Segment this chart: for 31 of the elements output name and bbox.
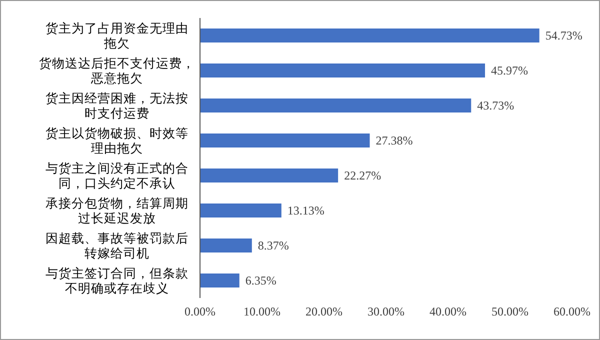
- data-label: 54.73%: [545, 28, 582, 43]
- data-label: 45.97%: [491, 64, 528, 78]
- bar: [200, 168, 338, 182]
- y-tick-label: 货主以货物破损、时效等理由拖欠: [46, 125, 188, 156]
- bar: [200, 28, 540, 42]
- bar: [200, 274, 240, 288]
- data-label: 8.37%: [258, 238, 289, 253]
- y-tick-label: 与货主签订合同，但条款不明确或存在歧义: [46, 265, 188, 296]
- y-tick-label: 货主因经营困难，无法按时支付运费: [46, 90, 188, 120]
- x-tick-label: 20.00%: [306, 304, 342, 319]
- x-tick-label: 50.00%: [492, 304, 528, 319]
- x-tick-label: 0.00%: [184, 304, 216, 319]
- bar: [200, 134, 370, 148]
- y-tick-label: 承接分包货物，结算周期过长延迟发放: [46, 195, 188, 226]
- y-tick-label: 因超载、事故等被罚款后转嫁给司机: [46, 230, 188, 260]
- y-tick-label: 货物送达后拒不支付运费，恶意拖欠: [39, 55, 195, 86]
- bar: [200, 64, 486, 78]
- y-tick-label: 与货主之间没有正式的合同，口头约定不承认: [46, 160, 188, 190]
- bar: [200, 98, 472, 112]
- x-tick-label: 10.00%: [244, 304, 280, 319]
- x-tick-label: 60.00%: [554, 304, 590, 319]
- bar: [200, 238, 252, 252]
- x-tick-label: 30.00%: [368, 304, 404, 319]
- data-label: 6.35%: [245, 274, 276, 288]
- y-tick-label: 货主为了占用资金无理由拖欠: [46, 20, 188, 50]
- bar: [200, 204, 282, 218]
- data-label: 13.13%: [287, 204, 324, 218]
- data-label: 43.73%: [477, 98, 514, 113]
- data-label: 27.38%: [376, 134, 413, 148]
- x-tick-label: 40.00%: [430, 304, 466, 319]
- data-label: 22.27%: [344, 168, 382, 183]
